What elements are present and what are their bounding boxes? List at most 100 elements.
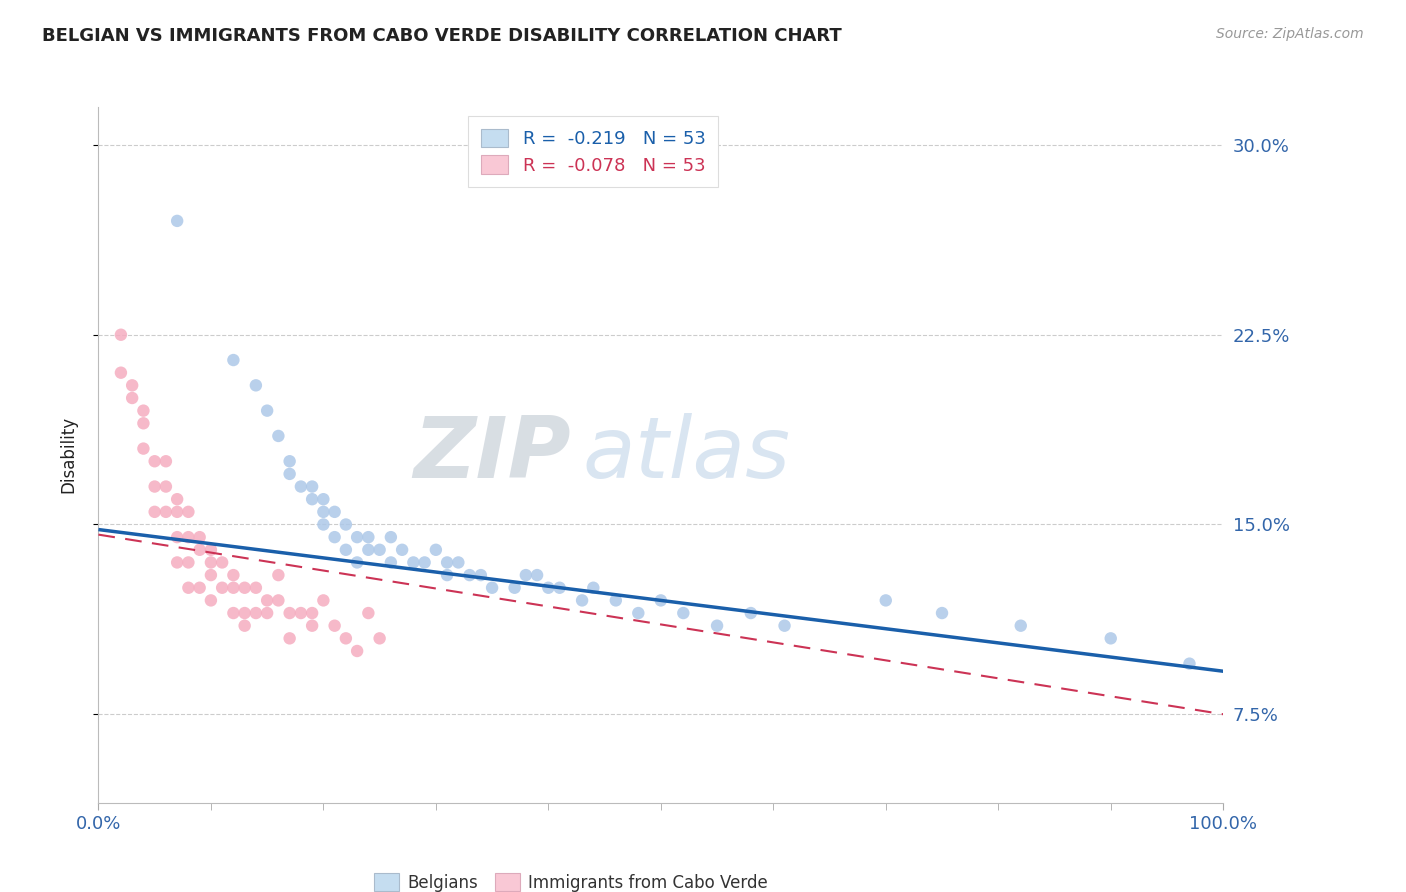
Point xyxy=(380,556,402,570)
Point xyxy=(875,593,897,607)
Point xyxy=(312,593,335,607)
Point xyxy=(312,505,335,519)
Point xyxy=(436,556,458,570)
Point xyxy=(346,556,368,570)
Point xyxy=(301,492,323,507)
Point xyxy=(335,542,357,557)
Point xyxy=(301,606,323,620)
Point xyxy=(177,530,200,544)
Point xyxy=(110,366,132,380)
Point xyxy=(200,593,222,607)
Point xyxy=(1099,632,1122,646)
Point xyxy=(143,479,166,493)
Point xyxy=(121,391,143,405)
Text: Source: ZipAtlas.com: Source: ZipAtlas.com xyxy=(1216,27,1364,41)
Point xyxy=(256,403,278,417)
Point xyxy=(188,581,211,595)
Point xyxy=(1178,657,1201,671)
Point xyxy=(323,530,346,544)
Point xyxy=(526,568,548,582)
Point xyxy=(132,417,155,431)
Point xyxy=(548,581,571,595)
Point xyxy=(211,581,233,595)
Point xyxy=(537,581,560,595)
Point xyxy=(267,568,290,582)
Point xyxy=(335,632,357,646)
Point xyxy=(346,644,368,658)
Point xyxy=(290,606,312,620)
Point xyxy=(233,606,256,620)
Point xyxy=(188,530,211,544)
Point xyxy=(233,618,256,632)
Point xyxy=(402,556,425,570)
Point xyxy=(121,378,143,392)
Point xyxy=(155,454,177,468)
Point xyxy=(391,542,413,557)
Point xyxy=(1010,618,1032,632)
Point xyxy=(245,581,267,595)
Text: BELGIAN VS IMMIGRANTS FROM CABO VERDE DISABILITY CORRELATION CHART: BELGIAN VS IMMIGRANTS FROM CABO VERDE DI… xyxy=(42,27,842,45)
Point xyxy=(582,581,605,595)
Point xyxy=(571,593,593,607)
Point xyxy=(200,568,222,582)
Point xyxy=(380,530,402,544)
Point xyxy=(155,479,177,493)
Point xyxy=(357,606,380,620)
Point xyxy=(267,593,290,607)
Point xyxy=(931,606,953,620)
Point xyxy=(368,632,391,646)
Point xyxy=(357,542,380,557)
Point xyxy=(245,378,267,392)
Point xyxy=(222,568,245,582)
Point xyxy=(773,618,796,632)
Point xyxy=(425,542,447,557)
Point xyxy=(166,492,188,507)
Point xyxy=(143,505,166,519)
Point xyxy=(278,467,301,481)
Point xyxy=(447,556,470,570)
Point xyxy=(368,542,391,557)
Point xyxy=(470,568,492,582)
Point xyxy=(301,618,323,632)
Point xyxy=(413,556,436,570)
Point xyxy=(166,530,188,544)
Point xyxy=(132,403,155,417)
Text: atlas: atlas xyxy=(582,413,790,497)
Point xyxy=(706,618,728,632)
Point xyxy=(278,606,301,620)
Point xyxy=(301,479,323,493)
Point xyxy=(166,214,188,228)
Point xyxy=(177,505,200,519)
Point xyxy=(672,606,695,620)
Point xyxy=(627,606,650,620)
Point xyxy=(233,581,256,595)
Point xyxy=(256,593,278,607)
Point xyxy=(503,581,526,595)
Point xyxy=(177,581,200,595)
Point xyxy=(458,568,481,582)
Point xyxy=(335,517,357,532)
Point xyxy=(245,606,267,620)
Legend: Belgians, Immigrants from Cabo Verde: Belgians, Immigrants from Cabo Verde xyxy=(367,867,775,892)
Point xyxy=(278,632,301,646)
Point xyxy=(132,442,155,456)
Point xyxy=(188,542,211,557)
Point xyxy=(211,556,233,570)
Y-axis label: Disability: Disability xyxy=(59,417,77,493)
Point xyxy=(155,505,177,519)
Point xyxy=(312,517,335,532)
Point xyxy=(515,568,537,582)
Point xyxy=(222,353,245,368)
Point xyxy=(481,581,503,595)
Point xyxy=(312,492,335,507)
Point xyxy=(436,568,458,582)
Point xyxy=(323,618,346,632)
Text: ZIP: ZIP xyxy=(413,413,571,497)
Point xyxy=(166,505,188,519)
Point xyxy=(110,327,132,342)
Point xyxy=(605,593,627,607)
Point xyxy=(650,593,672,607)
Point xyxy=(222,606,245,620)
Point xyxy=(740,606,762,620)
Point xyxy=(290,479,312,493)
